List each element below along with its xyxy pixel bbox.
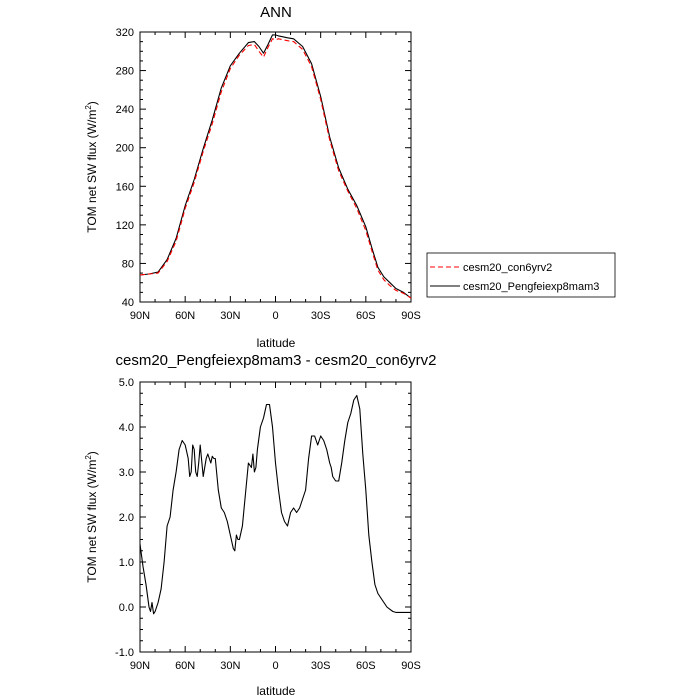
top-x-tick-label: 60N (175, 310, 195, 322)
bottom-y-axis-label-tail: ) (85, 451, 99, 455)
bottom-y-axis-label: TOM net SW flux (W/m2) (84, 451, 99, 583)
bottom-y-tick-label: 4.0 (119, 422, 134, 434)
legend-label-con6yrv2: cesm20_con6yrv2 (463, 262, 552, 274)
bottom-series-line-0 (139, 394, 411, 615)
bottom-y-tick-label: 3.0 (119, 467, 134, 479)
top-x-tick-label: 60S (356, 310, 376, 322)
bottom-x-axis-label: latitude (257, 684, 296, 698)
legend: cesm20_con6yrv2 cesm20_Pengfeiexp8mam3 (426, 252, 616, 298)
top-series-line-1 (139, 38, 412, 299)
top-y-tick-label: 280 (116, 66, 134, 78)
bottom-y-tick-label: 5.0 (119, 377, 134, 389)
top-x-axis-label: latitude (257, 336, 296, 350)
top-series-line-0 (139, 34, 412, 299)
bottom-y-tick-label: 2.0 (119, 512, 134, 524)
bottom-x-tick-label: 30N (220, 660, 240, 672)
legend-box (426, 252, 616, 298)
top-x-tick-label: 90N (130, 310, 150, 322)
top-y-tick-label: 200 (116, 143, 134, 155)
top-plot-frame (139, 31, 412, 303)
top-y-tick-label: 320 (116, 27, 134, 39)
bottom-plot-frame (139, 381, 412, 653)
bottom-ticks-group: 90N 60N 30N 0 30S 60S 90S -1.0 0.0 1.0 2.0 3.0 4.0 5.… (115, 377, 421, 672)
top-y-tick-label: 40 (122, 297, 134, 309)
bottom-y-tick-label: 0.0 (119, 602, 134, 614)
top-chart-title: ANN (260, 4, 292, 21)
top-x-tick-label: 30S (311, 310, 331, 322)
top-panel: ANN 90N 60N 30N 0 30S 60S 90S 40 80 120 160 200 240 2… (84, 4, 421, 350)
top-x-tick-label: 30N (220, 310, 240, 322)
top-y-tick-label: 160 (116, 181, 134, 193)
top-y-axis-label-tail: ) (85, 101, 99, 105)
bottom-series-group (139, 394, 411, 615)
top-series-group (139, 34, 412, 299)
bottom-panel: cesm20_Pengfeiexp8mam3 - cesm20_con6yrv2… (84, 352, 437, 698)
top-x-tick-label: 0 (272, 310, 278, 322)
bottom-x-tick-label: 90S (401, 660, 421, 672)
bottom-chart-title: cesm20_Pengfeiexp8mam3 - cesm20_con6yrv2 (116, 352, 437, 369)
top-y-tick-label: 240 (116, 104, 134, 116)
bottom-x-tick-label: 0 (272, 660, 278, 672)
top-ticks-group: 90N 60N 30N 0 30S 60S 90S 40 80 120 160 200 240 280 32… (116, 27, 421, 322)
bottom-y-axis-label-sup: 2 (84, 455, 93, 460)
bottom-y-tick-label: 1.0 (119, 557, 134, 569)
top-y-axis-label-main: TOM net SW flux (W/m (85, 110, 99, 233)
top-y-tick-label: 120 (116, 220, 134, 232)
top-y-axis-label: TOM net SW flux (W/m2) (84, 101, 99, 233)
top-y-tick-label: 80 (122, 258, 134, 270)
top-y-axis-label-sup: 2 (84, 105, 93, 110)
bottom-x-tick-label: 30S (311, 660, 331, 672)
bottom-x-tick-label: 60N (175, 660, 195, 672)
bottom-y-axis-label-main: TOM net SW flux (W/m (85, 460, 99, 583)
legend-label-pengfei: cesm20_Pengfeiexp8mam3 (463, 281, 599, 293)
bottom-y-tick-label: -1.0 (115, 647, 134, 659)
top-x-tick-label: 90S (401, 310, 421, 322)
bottom-x-tick-label: 90N (130, 660, 150, 672)
bottom-x-tick-label: 60S (356, 660, 376, 672)
